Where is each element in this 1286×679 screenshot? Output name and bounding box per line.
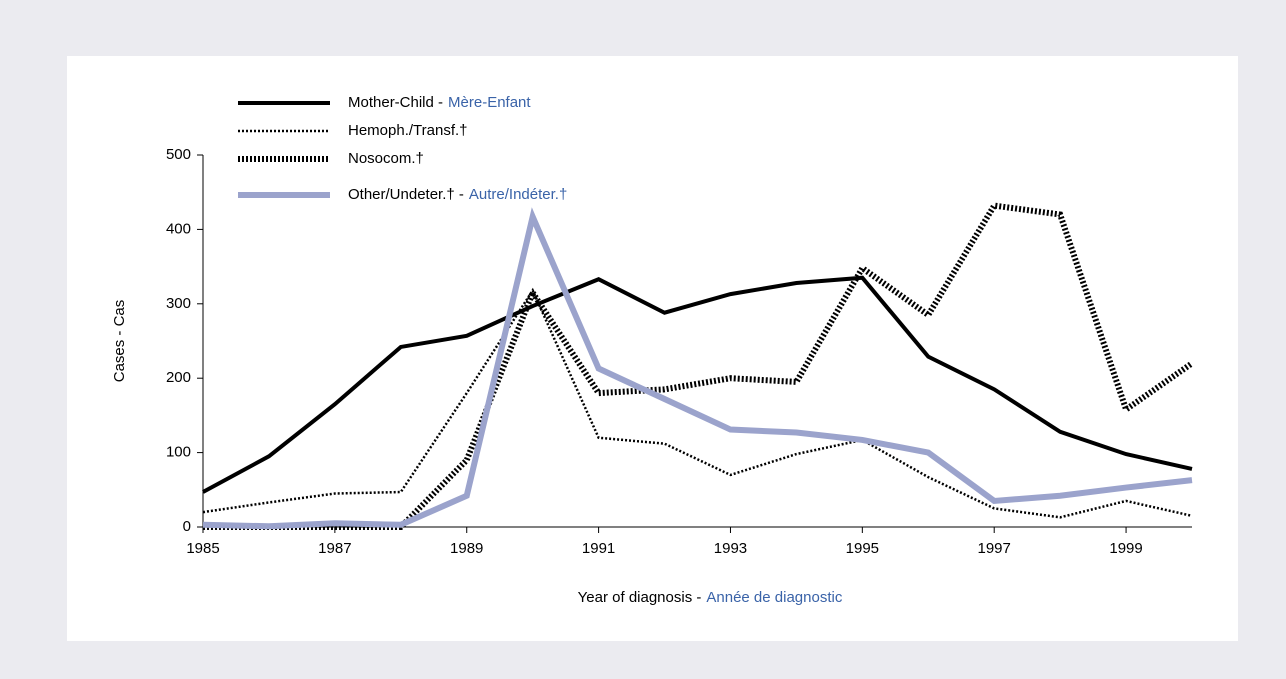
legend-label-en: Mother-Child -	[348, 94, 443, 111]
x-tick-label: 1993	[714, 540, 747, 557]
legend-label: Hemoph./Transf.†	[348, 122, 468, 139]
y-tick-label: 200	[166, 369, 191, 386]
x-tick-label: 1989	[450, 540, 483, 557]
legend-label-en: Other/Undeter.† -	[348, 186, 464, 203]
series-line	[202, 287, 1193, 519]
legend-label-en: Hemoph./Transf.†	[348, 122, 468, 139]
series-line	[202, 275, 1193, 494]
legend-label-fr: Mère-Enfant	[448, 94, 531, 111]
y-tick-label: 400	[166, 220, 191, 237]
y-tick-label: 500	[166, 146, 191, 163]
series-line	[202, 207, 1193, 530]
legend-label-en: Nosocom.†	[348, 150, 424, 167]
legend-label: Nosocom.†	[348, 150, 424, 167]
legend-label: Other/Undeter.† - Autre/Indéter.†	[348, 186, 567, 203]
x-tick-label: 1991	[582, 540, 615, 557]
x-axis-label: Year of diagnosis - Année de diagnostic	[578, 589, 843, 606]
x-tick-label: 1999	[1109, 540, 1142, 557]
legend-label-fr: Autre/Indéter.†	[469, 186, 567, 203]
y-tick-label: 300	[166, 295, 191, 312]
y-tick-label: 100	[166, 444, 191, 461]
x-tick-label: 1985	[186, 540, 219, 557]
x-tick-label: 1995	[846, 540, 879, 557]
x-tick-label: 1987	[318, 540, 351, 557]
x-tick-label: 1997	[978, 540, 1011, 557]
y-axis-label: Cases - Cas	[111, 300, 128, 383]
panel	[67, 56, 1238, 641]
x-axis-label-en: Year of diagnosis -	[578, 589, 702, 606]
legend-label: Mother-Child - Mère-Enfant	[348, 94, 531, 111]
x-axis-label-fr: Année de diagnostic	[706, 589, 842, 606]
y-tick-label: 0	[183, 518, 191, 535]
